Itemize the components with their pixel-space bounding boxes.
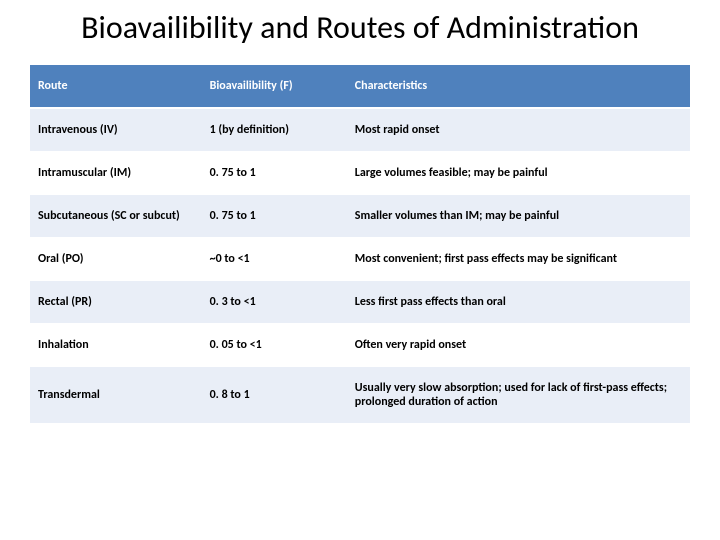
cell-char: Most rapid onset (347, 108, 690, 152)
cell-f: 0. 75 to 1 (202, 151, 347, 194)
table-row: Intravenous (IV) 1 (by definition) Most … (30, 108, 690, 152)
cell-char: Less first pass effects than oral (347, 280, 690, 323)
cell-f: 1 (by definition) (202, 108, 347, 152)
cell-route: Transdermal (30, 366, 202, 423)
table-header-row: Route Bioavailibility (F) Characteristic… (30, 65, 690, 108)
cell-route: Rectal (PR) (30, 280, 202, 323)
cell-f: ~0 to <1 (202, 237, 347, 280)
cell-f: 0. 8 to 1 (202, 366, 347, 423)
cell-char: Usually very slow absorption; used for l… (347, 366, 690, 423)
table-row: Rectal (PR) 0. 3 to <1 Less first pass e… (30, 280, 690, 323)
cell-route: Subcutaneous (SC or subcut) (30, 194, 202, 237)
table-row: Intramuscular (IM) 0. 75 to 1 Large volu… (30, 151, 690, 194)
cell-route: Oral (PO) (30, 237, 202, 280)
table-row: Transdermal 0. 8 to 1 Usually very slow … (30, 366, 690, 423)
cell-f: 0. 05 to <1 (202, 323, 347, 366)
col-route: Route (30, 65, 202, 108)
table-row: Subcutaneous (SC or subcut) 0. 75 to 1 S… (30, 194, 690, 237)
cell-f: 0. 3 to <1 (202, 280, 347, 323)
col-bioavailability: Bioavailibility (F) (202, 65, 347, 108)
cell-f: 0. 75 to 1 (202, 194, 347, 237)
slide-title: Bioavailibility and Routes of Administra… (80, 10, 640, 47)
cell-route: Intramuscular (IM) (30, 151, 202, 194)
table-row: Inhalation 0. 05 to <1 Often very rapid … (30, 323, 690, 366)
table-row: Oral (PO) ~0 to <1 Most convenient; firs… (30, 237, 690, 280)
cell-route: Intravenous (IV) (30, 108, 202, 152)
col-characteristics: Characteristics (347, 65, 690, 108)
cell-char: Smaller volumes than IM; may be painful (347, 194, 690, 237)
cell-char: Most convenient; first pass effects may … (347, 237, 690, 280)
slide: Bioavailibility and Routes of Administra… (0, 0, 720, 540)
routes-table: Route Bioavailibility (F) Characteristic… (30, 65, 690, 424)
cell-char: Often very rapid onset (347, 323, 690, 366)
cell-route: Inhalation (30, 323, 202, 366)
cell-char: Large volumes feasible; may be painful (347, 151, 690, 194)
